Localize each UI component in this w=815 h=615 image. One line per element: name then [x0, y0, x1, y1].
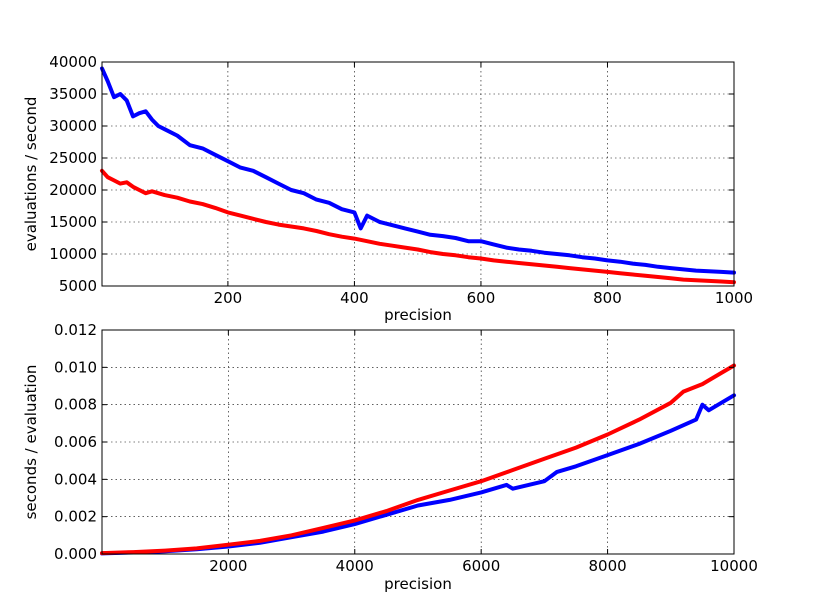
y-tick-label: 35000	[49, 85, 97, 103]
y-tick-label: 0.012	[54, 321, 97, 339]
x-tick-label: 6000	[462, 557, 500, 575]
x-tick-label: 800	[593, 289, 622, 307]
throughput-series-blue	[100, 66, 736, 275]
y-tick-label: 40000	[49, 53, 97, 71]
y-tick-label: 30000	[49, 117, 97, 135]
y-tick-label: 0.006	[54, 433, 97, 451]
x-axis-label: precision	[384, 575, 452, 593]
y-tick-label: 0.008	[54, 396, 97, 414]
y-tick-label: 0.004	[54, 470, 97, 488]
x-axis-label: precision	[384, 306, 452, 324]
x-tick-label: 600	[467, 289, 496, 307]
x-tick-label: 10000	[710, 557, 758, 575]
x-tick-label: 8000	[588, 557, 626, 575]
x-tick-label: 1000	[715, 289, 753, 307]
throughput-chart: 200 400 600 800 1000 5000 10000 15000 20000 25000…	[22, 53, 753, 324]
latency-series-red	[100, 363, 736, 556]
y-axis-label: seconds / evaluation	[22, 365, 40, 520]
throughput-series-red	[100, 168, 736, 285]
x-tick-label: 200	[214, 289, 243, 307]
y-tick-label: 10000	[49, 245, 97, 263]
y-tick-label: 0.010	[54, 358, 97, 376]
y-tick-label: 25000	[49, 149, 97, 167]
x-tick-label: 4000	[336, 557, 374, 575]
y-tick-label: 20000	[49, 181, 97, 199]
plot-frame	[101, 61, 735, 287]
latency-chart: 2000 4000 6000 8000 10000 0.000 0.002 0.004 0.00…	[22, 321, 758, 593]
y-tick-label: 0.002	[54, 508, 97, 526]
x-tick-label: 2000	[209, 557, 247, 575]
y-tick-label: 5000	[59, 277, 97, 295]
y-tick-label: 0.000	[54, 545, 97, 563]
x-tick-label: 400	[340, 289, 369, 307]
y-axis-label: evaluations / second	[22, 97, 40, 252]
y-tick-label: 15000	[49, 213, 97, 231]
